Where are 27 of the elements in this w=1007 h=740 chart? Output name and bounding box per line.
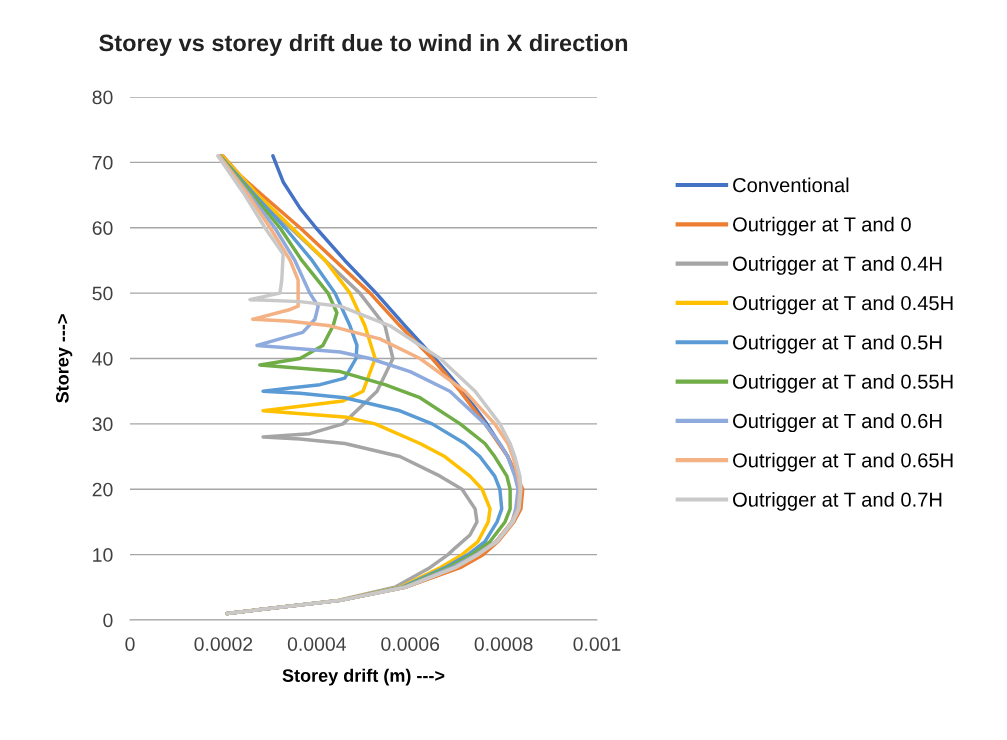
y-tick-label: 50 (92, 286, 113, 301)
y-tick-label: 40 (92, 351, 113, 366)
x-tick-label: 0.001 (573, 637, 621, 651)
y-tick-label: 80 (92, 90, 113, 105)
legend-label: Outrigger at T and 0.4H (733, 256, 942, 275)
x-tick-label: 0.0004 (287, 637, 346, 651)
legend-label: Outrigger at T and 0.65H (733, 452, 953, 472)
x-tick-label: 0.0006 (381, 637, 440, 651)
y-tick-label: 20 (92, 482, 113, 497)
x-tick-label: 0.0008 (474, 637, 533, 651)
y-tick-label: 10 (93, 548, 113, 562)
legend-label: Outrigger at T and 0.45H (733, 295, 953, 315)
legend-label: Outrigger at T and 0.5H (733, 334, 942, 354)
legend-label: Outrigger at T and 0 (733, 216, 911, 236)
x-axis-title: Storey drift (m) ---> (282, 668, 445, 686)
y-tick-label: 60 (92, 221, 113, 235)
legend-label: Outrigger at T and 0.7H (733, 491, 942, 511)
y-tick-label: 70 (92, 155, 113, 170)
x-tick-label: 0 (125, 637, 135, 651)
y-tick-label: 0 (103, 613, 113, 628)
chart-title: Storey vs storey drift due to wind in X direction (99, 34, 628, 56)
y-axis-title: Storey ---> (55, 314, 73, 403)
legend-label: Outrigger at T and 0.6H (733, 413, 942, 433)
legend-label: Conventional (733, 177, 849, 193)
y-tick-label: 30 (92, 417, 113, 432)
legend-label: Outrigger at T and 0.55H (733, 374, 953, 393)
x-tick-label: 0.0002 (194, 637, 253, 651)
